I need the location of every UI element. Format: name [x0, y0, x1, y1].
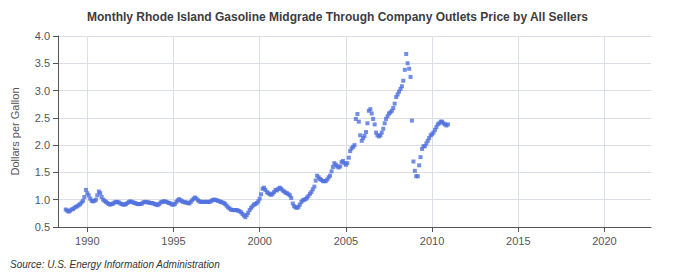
- svg-text:1.0: 1.0: [35, 194, 50, 206]
- svg-text:3.5: 3.5: [35, 57, 50, 69]
- svg-text:2005: 2005: [334, 235, 358, 247]
- svg-text:4.0: 4.0: [35, 30, 50, 42]
- svg-text:2000: 2000: [247, 235, 271, 247]
- svg-text:Source: U.S. Energy Informatio: Source: U.S. Energy Information Administ…: [10, 259, 220, 270]
- svg-text:2.5: 2.5: [35, 112, 50, 124]
- svg-text:2020: 2020: [592, 235, 616, 247]
- svg-text:Monthly Rhode Island Gasoline: Monthly Rhode Island Gasoline Midgrade T…: [87, 10, 588, 24]
- svg-text:1995: 1995: [161, 235, 185, 247]
- svg-text:Dollars per Gallon: Dollars per Gallon: [9, 87, 21, 175]
- svg-text:2015: 2015: [506, 235, 530, 247]
- svg-text:2.0: 2.0: [35, 139, 50, 151]
- svg-text:1990: 1990: [75, 235, 99, 247]
- svg-text:2010: 2010: [420, 235, 444, 247]
- svg-text:3.0: 3.0: [35, 85, 50, 97]
- svg-text:0.5: 0.5: [35, 221, 50, 233]
- svg-text:1.5: 1.5: [35, 166, 50, 178]
